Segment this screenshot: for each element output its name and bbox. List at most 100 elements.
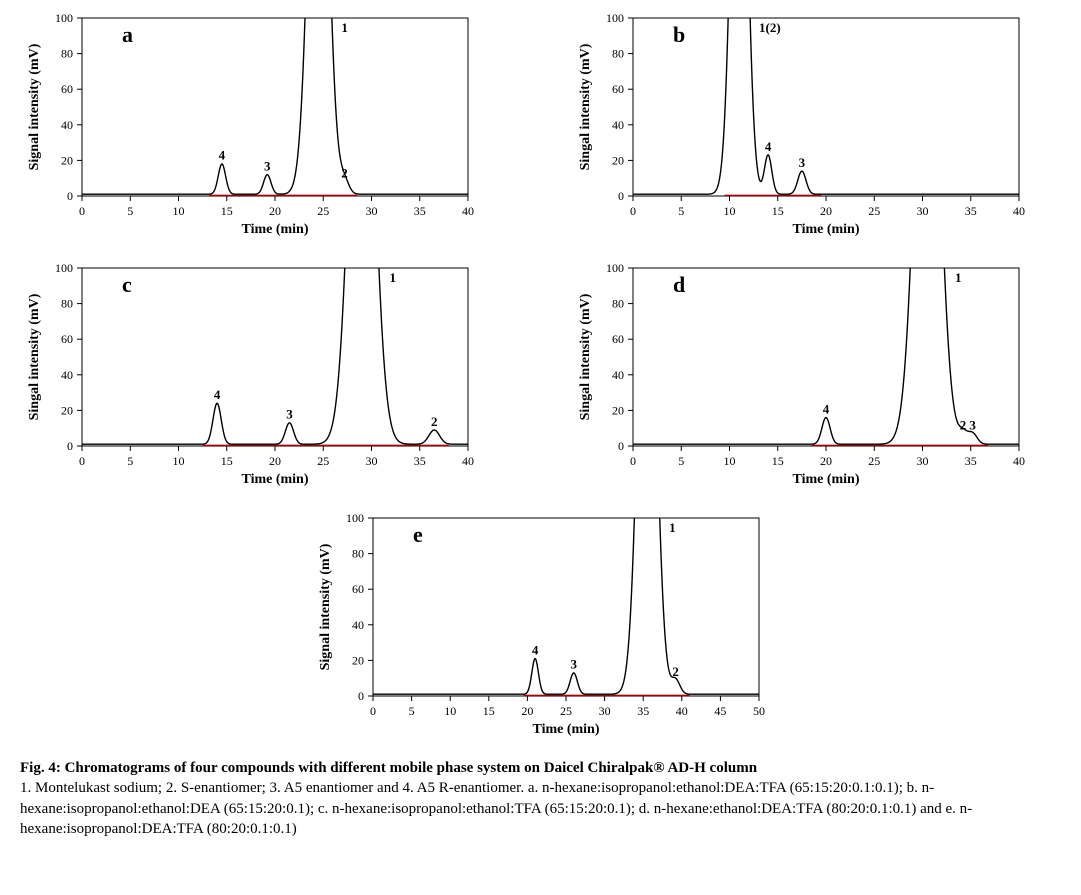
x-tick-label: 40 [462, 454, 474, 468]
y-tick-label: 60 [61, 82, 73, 96]
peak-label: 4 [214, 387, 221, 402]
x-axis-title: Time (min) [241, 222, 308, 237]
x-tick-label: 25 [317, 454, 329, 468]
y-tick-label: 100 [606, 261, 624, 275]
x-tick-label: 40 [462, 204, 474, 218]
y-axis-title: Singal intensity (mV) [27, 293, 42, 420]
x-tick-label: 0 [630, 204, 636, 218]
y-axis-title: Singal intensity (mV) [578, 293, 593, 420]
y-tick-label: 40 [612, 118, 624, 132]
y-axis-title: Signal intensity (mV) [27, 43, 42, 170]
panel-e: 02040608010005101520253035404550Time (mi… [311, 510, 771, 740]
y-axis-title: Signal intensity (mV) [318, 543, 333, 670]
x-tick-label: 20 [521, 704, 533, 718]
x-axis-title: Time (min) [241, 472, 308, 487]
panel-d: 0204060801000510152025303540Time (min)Si… [571, 260, 1062, 490]
y-tick-label: 80 [61, 297, 73, 311]
peak-label: 4 [822, 401, 829, 416]
peak-label: 2 [672, 664, 679, 679]
x-tick-label: 35 [637, 704, 649, 718]
y-tick-label: 100 [346, 511, 364, 525]
y-tick-label: 40 [352, 618, 364, 632]
x-tick-label: 30 [598, 704, 610, 718]
y-tick-label: 60 [612, 82, 624, 96]
panel-c: 0204060801000510152025303540Time (min)Si… [20, 260, 511, 490]
chromatogram-trace [633, 10, 1019, 194]
x-axis-title: Time (min) [532, 722, 599, 737]
peak-label: 3 [798, 155, 805, 170]
chromatogram-panel-a: 0204060801000510152025303540Time (min)Si… [20, 10, 480, 240]
y-tick-label: 60 [61, 332, 73, 346]
peak-label: 3 [969, 417, 976, 432]
figure-container: 0204060801000510152025303540Time (min)Si… [0, 0, 1081, 859]
y-tick-label: 40 [612, 368, 624, 382]
y-tick-label: 0 [618, 439, 624, 453]
y-tick-label: 80 [61, 47, 73, 61]
x-tick-label: 10 [444, 704, 456, 718]
figure-caption: Fig. 4: Chromatograms of four compounds … [20, 758, 1061, 839]
y-tick-label: 100 [606, 11, 624, 25]
x-tick-label: 30 [366, 454, 378, 468]
x-tick-label: 5 [127, 204, 133, 218]
y-tick-label: 20 [61, 153, 73, 167]
peak-label: 3 [264, 158, 271, 173]
peak-label: 2 [959, 417, 966, 432]
x-tick-label: 50 [753, 704, 765, 718]
plot-frame [82, 268, 468, 446]
x-tick-label: 15 [771, 454, 783, 468]
panel-grid: 0204060801000510152025303540Time (min)Si… [20, 10, 1061, 740]
panel-e-row: 02040608010005101520253035404550Time (mi… [20, 510, 1061, 740]
peak-label: 4 [531, 642, 538, 657]
panel-letter: a [122, 22, 133, 47]
caption-title: Fig. 4: Chromatograms of four compounds … [20, 760, 757, 776]
x-tick-label: 35 [414, 454, 426, 468]
chromatogram-trace [82, 260, 468, 444]
plot-frame [373, 518, 759, 696]
y-tick-label: 100 [55, 11, 73, 25]
peak-label: 1 [341, 20, 348, 35]
x-tick-label: 20 [820, 204, 832, 218]
chromatogram-panel-c: 0204060801000510152025303540Time (min)Si… [20, 260, 480, 490]
chromatogram-panel-d: 0204060801000510152025303540Time (min)Si… [571, 260, 1031, 490]
x-tick-label: 45 [714, 704, 726, 718]
x-tick-label: 25 [868, 204, 880, 218]
x-tick-label: 10 [723, 454, 735, 468]
peak-label: 4 [219, 148, 226, 163]
x-tick-label: 10 [173, 204, 185, 218]
panel-letter: c [122, 272, 132, 297]
plot-frame [633, 18, 1019, 196]
panel-letter: d [673, 272, 685, 297]
x-tick-label: 30 [916, 204, 928, 218]
x-tick-label: 40 [1013, 454, 1025, 468]
plot-frame [82, 18, 468, 196]
x-tick-label: 5 [408, 704, 414, 718]
y-tick-label: 20 [612, 153, 624, 167]
x-tick-label: 0 [630, 454, 636, 468]
chromatogram-panel-b: 0204060801000510152025303540Time (min)Si… [571, 10, 1031, 240]
chromatogram-panel-e: 02040608010005101520253035404550Time (mi… [311, 510, 771, 740]
peak-label: 2 [431, 414, 438, 429]
peak-label: 1 [389, 270, 396, 285]
x-tick-label: 35 [964, 204, 976, 218]
y-axis-title: Singal intensity (mV) [578, 43, 593, 170]
x-tick-label: 35 [964, 454, 976, 468]
y-tick-label: 40 [61, 118, 73, 132]
x-tick-label: 15 [482, 704, 494, 718]
x-tick-label: 15 [771, 204, 783, 218]
y-tick-label: 40 [61, 368, 73, 382]
peak-label: 4 [764, 139, 771, 154]
y-tick-label: 80 [352, 547, 364, 561]
peak-label: 1(2) [759, 20, 781, 35]
peak-label: 2 [341, 166, 348, 181]
y-tick-label: 0 [67, 439, 73, 453]
y-tick-label: 60 [612, 332, 624, 346]
y-tick-label: 0 [67, 189, 73, 203]
x-tick-label: 10 [723, 204, 735, 218]
x-tick-label: 25 [317, 204, 329, 218]
x-tick-label: 15 [221, 204, 233, 218]
x-tick-label: 0 [79, 204, 85, 218]
x-tick-label: 5 [678, 204, 684, 218]
x-tick-label: 0 [79, 454, 85, 468]
x-tick-label: 40 [1013, 204, 1025, 218]
x-tick-label: 5 [127, 454, 133, 468]
